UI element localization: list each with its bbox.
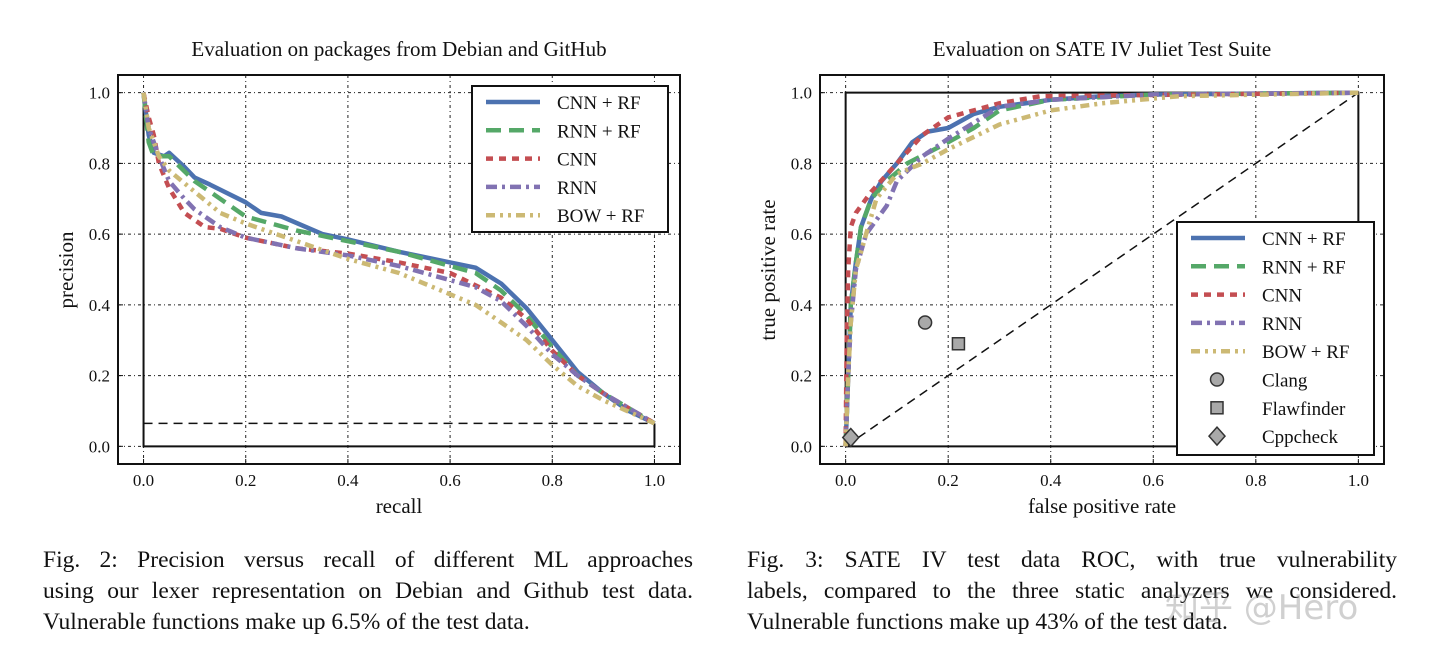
x-tick-label: 0.2 (938, 471, 959, 490)
caption-line: Fig. 2: Precision versus recall of diffe… (43, 547, 693, 573)
legend-label: CNN + RF (557, 93, 641, 114)
legend-label: CNN + RF (1262, 229, 1346, 250)
caption-line: Fig. 3: SATE IV test data ROC, with true… (747, 547, 1397, 573)
caption-line: Vulnerable functions make up 6.5% of the… (43, 609, 530, 635)
axes-frame (117, 74, 681, 465)
legend: CNN + RF RNN + RF CNN RNN BOW + RF (471, 85, 669, 233)
x-tick-label: 0.2 (235, 471, 256, 490)
series-line-rnn (141, 92, 656, 426)
legend-label: BOW + RF (557, 206, 644, 227)
y-tick-label: 0.6 (791, 225, 812, 244)
legend-label: CNN (557, 150, 597, 171)
plot-left: 0.0 0.2 0.4 0.6 0.8 1.0 0.0 0.2 0.4 0.6 0.8 1.0 CNN … (89, 74, 681, 490)
x-tick-label: 0.8 (1245, 471, 1266, 490)
marker-clang (917, 315, 933, 330)
y-axis-label-left: precision (54, 231, 78, 308)
x-tick-label: 0.4 (337, 471, 359, 490)
marker-cppcheck (841, 427, 860, 448)
y-axis-label-right: true positive rate (756, 199, 780, 340)
figure-caption-right: Fig. 3: SATE IV test data ROC, with true… (747, 545, 1397, 638)
y-tick-label: 0.2 (791, 367, 812, 386)
y-tick-label: 0.8 (89, 154, 110, 173)
plot-right: 0.0 0.2 0.4 0.6 0.8 1.0 0.0 0.2 0.4 0.6 0.8 1.0 CNN … (791, 74, 1385, 490)
series-line-rnn-rf (141, 92, 656, 426)
x-axis-label-left: recall (376, 494, 423, 518)
legend-label: RNN + RF (557, 121, 641, 142)
caption-line: labels, compared to the three static ana… (747, 578, 1397, 604)
x-tick-label: 0.6 (439, 471, 460, 490)
x-tick-label: 1.0 (1348, 471, 1369, 490)
marker-cppcheck (1207, 425, 1227, 447)
y-tick-label: 0.2 (89, 367, 110, 386)
marker-flawfinder (1210, 401, 1224, 415)
reference-line (142, 92, 656, 448)
legend-label: RNN (557, 178, 597, 199)
x-tick-label: 0.4 (1040, 471, 1062, 490)
axes-frame (819, 74, 1385, 465)
y-tick-label: 1.0 (791, 84, 812, 103)
y-tick-label: 0.4 (791, 296, 813, 315)
marker-clang (1209, 372, 1225, 387)
y-tick-label: 0.0 (89, 437, 110, 456)
chart-title-right: Evaluation on SATE IV Juliet Test Suite (933, 37, 1271, 61)
x-tick-label: 0.0 (835, 471, 856, 490)
figure-caption-left: Fig. 2: Precision versus recall of diffe… (43, 545, 693, 638)
legend-label: BOW + RF (1262, 342, 1349, 363)
x-axis-label-right: false positive rate (1028, 494, 1176, 518)
caption-line: Vulnerable functions make up 43% of the … (747, 609, 1228, 635)
marker-flawfinder (951, 337, 966, 351)
legend-label: RNN + RF (1262, 257, 1346, 278)
x-tick-label: 0.0 (133, 471, 154, 490)
series-line-cnn (843, 90, 1359, 447)
caption-line: using our lexer representation on Debian… (43, 578, 693, 604)
series-line-bow-rf (141, 92, 656, 426)
chart-title-left: Evaluation on packages from Debian and G… (191, 37, 606, 61)
y-tick-label: 0.0 (791, 437, 812, 456)
legend-label: Flawfinder (1262, 399, 1346, 420)
watermark: 知乎 @Hero (1165, 588, 1359, 628)
y-tick-label: 0.8 (791, 154, 812, 173)
y-tick-label: 0.4 (89, 296, 111, 315)
y-tick-label: 1.0 (89, 84, 110, 103)
x-tick-label: 1.0 (644, 471, 665, 490)
legend: CNN + RF RNN + RF CNN RNN BOW + RF Clang Flawf… (1176, 221, 1375, 456)
legend-label: Clang (1262, 371, 1308, 392)
legend-label: Cppcheck (1262, 427, 1338, 448)
legend-label: RNN (1262, 314, 1302, 335)
x-tick-label: 0.6 (1143, 471, 1164, 490)
y-tick-label: 0.6 (89, 225, 110, 244)
legend-label: CNN (1262, 286, 1302, 307)
legend-box (1176, 221, 1375, 456)
x-tick-label: 0.8 (542, 471, 563, 490)
